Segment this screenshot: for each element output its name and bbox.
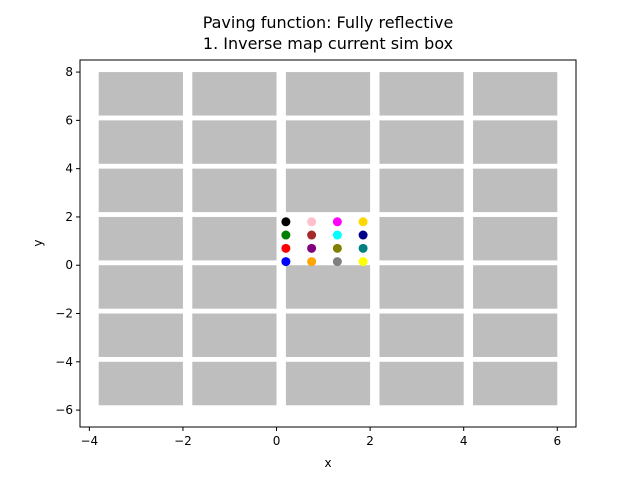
x-axis-label: x [324, 456, 331, 470]
paving-tile [192, 361, 277, 406]
paving-tile [192, 72, 277, 116]
data-point [358, 257, 368, 267]
x-tick-label: 6 [553, 434, 561, 448]
chart-subtitle: 1. Inverse map current sim box [203, 34, 453, 53]
plot-frame [79, 59, 577, 428]
data-point [307, 217, 317, 227]
data-point [358, 230, 368, 240]
data-point [281, 217, 291, 227]
paving-tile [473, 313, 558, 357]
data-point [332, 257, 342, 267]
data-point [332, 243, 342, 253]
y-tick-label: 0 [65, 258, 73, 272]
data-point [358, 243, 368, 253]
y-tick-label: −4 [55, 355, 73, 369]
paving-tile [98, 265, 183, 309]
paving-tile [192, 120, 277, 164]
x-tick-label: 0 [273, 434, 281, 448]
point-layer [281, 217, 368, 267]
paving-tile [98, 120, 183, 164]
paving-tile [285, 120, 371, 164]
paving-tile [473, 168, 558, 213]
paving-tile [285, 168, 371, 213]
paving-tile [285, 361, 371, 406]
paving-tile [379, 216, 464, 261]
paving-tile [192, 168, 277, 213]
data-point [281, 243, 291, 253]
paving-tile [379, 265, 464, 309]
paving-tile [473, 361, 558, 406]
x-tick-label: 2 [366, 434, 374, 448]
paving-tile [473, 120, 558, 164]
y-tick-label: 8 [65, 65, 73, 79]
x-tick-label: −2 [174, 434, 192, 448]
paving-tile [192, 216, 277, 261]
y-tick-label: 2 [65, 210, 73, 224]
paving-tile [379, 168, 464, 213]
paving-tile [379, 72, 464, 116]
y-tick-label: −2 [55, 307, 73, 321]
tile-layer [98, 72, 558, 406]
paving-tile [192, 265, 277, 309]
data-point [307, 257, 317, 267]
y-tick-label: 4 [65, 162, 73, 176]
data-point [332, 230, 342, 240]
paving-tile [473, 72, 558, 116]
paving-tile [285, 265, 371, 309]
y-axis: −6 −4 −2 0 2 4 6 8 [55, 65, 80, 417]
x-tick-label: −4 [81, 434, 99, 448]
data-point [281, 230, 291, 240]
paving-tile [473, 265, 558, 309]
x-axis: −4 −2 0 2 4 6 [81, 427, 561, 448]
paving-tile [192, 313, 277, 357]
paving-tile [379, 361, 464, 406]
paving-tile [285, 313, 371, 357]
paving-tile [379, 120, 464, 164]
paving-tile [473, 216, 558, 261]
data-point [307, 243, 317, 253]
x-tick-label: 4 [460, 434, 468, 448]
data-point [281, 257, 291, 267]
y-axis-label: y [31, 239, 45, 246]
y-tick-label: −6 [55, 403, 73, 417]
paving-tile [98, 168, 183, 213]
paving-tile [98, 313, 183, 357]
paving-tile [285, 72, 371, 116]
paving-tile [379, 313, 464, 357]
paving-tile [98, 72, 183, 116]
data-point [307, 230, 317, 240]
paving-tile [98, 216, 183, 261]
y-tick-label: 6 [65, 113, 73, 127]
data-point [332, 217, 342, 227]
chart-title: Paving function: Fully reflective [203, 13, 454, 32]
paving-tile [98, 361, 183, 406]
data-point [358, 217, 368, 227]
